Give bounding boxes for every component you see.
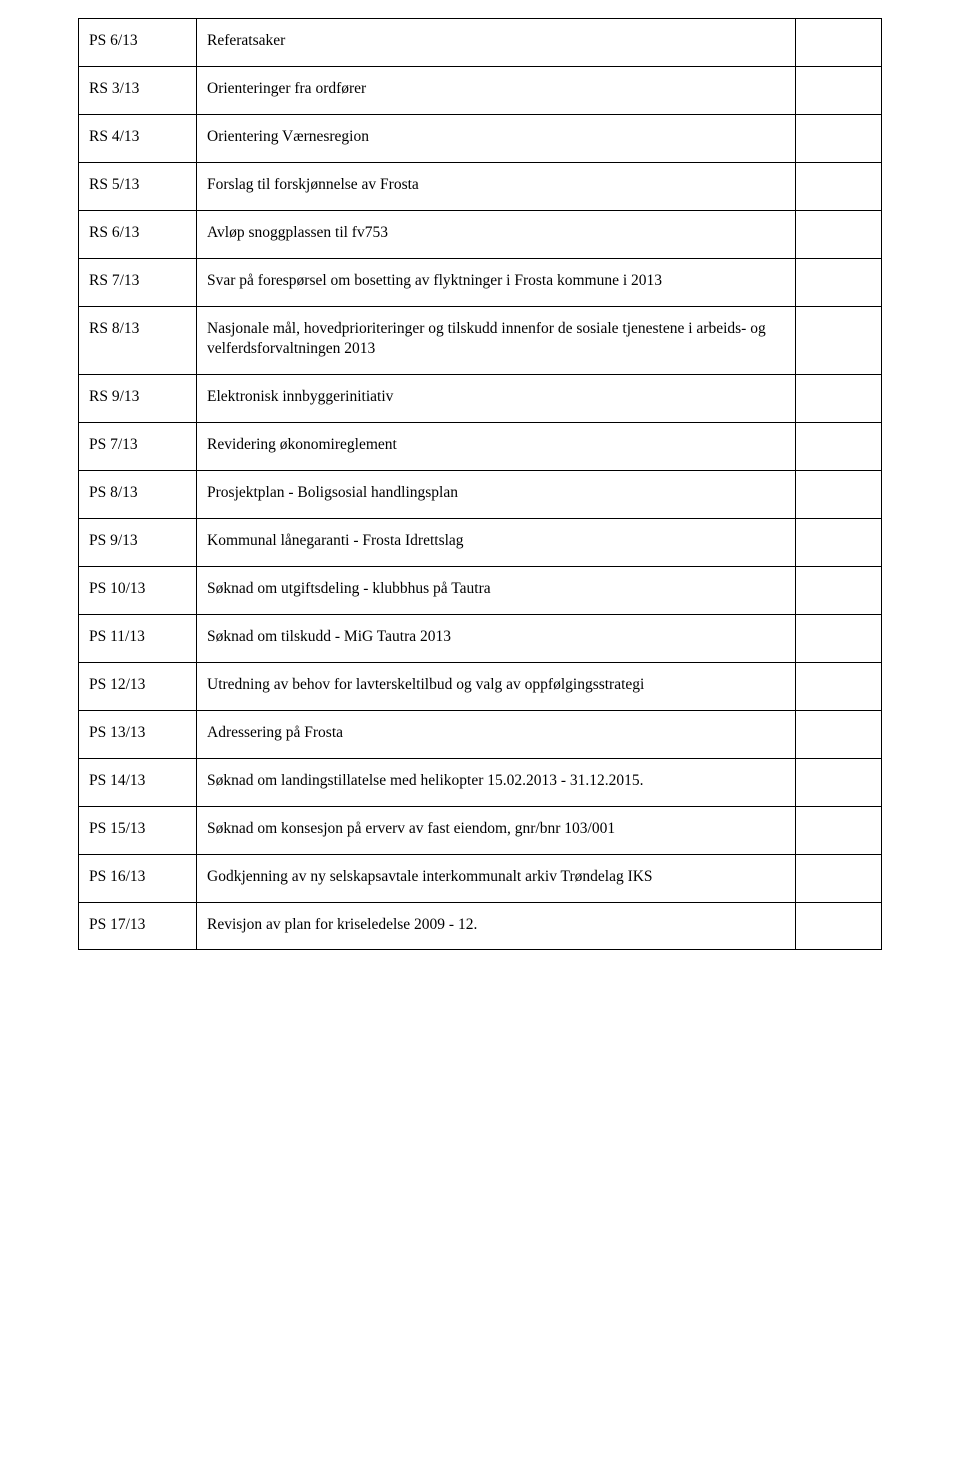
cell-desc: Revisjon av plan for kriseledelse 2009 -… (197, 902, 796, 950)
cell-note (796, 902, 882, 950)
cell-note (796, 375, 882, 423)
cell-code: RS 4/13 (79, 114, 197, 162)
cell-code: PS 17/13 (79, 902, 197, 950)
table-row: PS 11/13 Søknad om tilskudd - MiG Tautra… (79, 614, 882, 662)
cell-note (796, 710, 882, 758)
cell-desc: Orienteringer fra ordfører (197, 66, 796, 114)
cell-note (796, 662, 882, 710)
cell-note (796, 114, 882, 162)
cell-note (796, 854, 882, 902)
table-row: RS 4/13 Orientering Værnesregion (79, 114, 882, 162)
cell-code: PS 10/13 (79, 567, 197, 615)
table-row: PS 9/13 Kommunal lånegaranti - Frosta Id… (79, 519, 882, 567)
agenda-table-body: PS 6/13 Referatsaker RS 3/13 Orientering… (79, 19, 882, 950)
cell-desc: Søknad om tilskudd - MiG Tautra 2013 (197, 614, 796, 662)
table-row: RS 3/13 Orienteringer fra ordfører (79, 66, 882, 114)
table-row: RS 5/13 Forslag til forskjønnelse av Fro… (79, 162, 882, 210)
cell-note (796, 567, 882, 615)
agenda-table: PS 6/13 Referatsaker RS 3/13 Orientering… (78, 18, 882, 950)
cell-code: RS 8/13 (79, 306, 197, 375)
table-row: PS 16/13 Godkjenning av ny selskapsavtal… (79, 854, 882, 902)
cell-code: PS 6/13 (79, 19, 197, 67)
cell-note (796, 19, 882, 67)
cell-note (796, 519, 882, 567)
cell-note (796, 614, 882, 662)
cell-code: PS 8/13 (79, 471, 197, 519)
cell-desc: Referatsaker (197, 19, 796, 67)
cell-desc: Søknad om utgiftsdeling - klubbhus på Ta… (197, 567, 796, 615)
cell-code: PS 16/13 (79, 854, 197, 902)
cell-note (796, 66, 882, 114)
cell-code: RS 3/13 (79, 66, 197, 114)
table-row: RS 9/13 Elektronisk innbyggerinitiativ (79, 375, 882, 423)
cell-code: RS 5/13 (79, 162, 197, 210)
table-row: PS 17/13 Revisjon av plan for kriseledel… (79, 902, 882, 950)
cell-code: RS 9/13 (79, 375, 197, 423)
cell-note (796, 162, 882, 210)
cell-code: PS 9/13 (79, 519, 197, 567)
cell-desc: Adressering på Frosta (197, 710, 796, 758)
table-row: RS 8/13 Nasjonale mål, hovedprioritering… (79, 306, 882, 375)
table-row: PS 10/13 Søknad om utgiftsdeling - klubb… (79, 567, 882, 615)
cell-desc: Søknad om landingstillatelse med helikop… (197, 758, 796, 806)
table-row: RS 6/13 Avløp snoggplassen til fv753 (79, 210, 882, 258)
table-row: PS 15/13 Søknad om konsesjon på erverv a… (79, 806, 882, 854)
cell-note (796, 258, 882, 306)
cell-desc: Kommunal lånegaranti - Frosta Idrettslag (197, 519, 796, 567)
cell-desc: Nasjonale mål, hovedprioriteringer og ti… (197, 306, 796, 375)
table-row: PS 6/13 Referatsaker (79, 19, 882, 67)
cell-desc: Avløp snoggplassen til fv753 (197, 210, 796, 258)
cell-note (796, 306, 882, 375)
cell-code: PS 13/13 (79, 710, 197, 758)
cell-desc: Prosjektplan - Boligsosial handlingsplan (197, 471, 796, 519)
cell-note (796, 210, 882, 258)
cell-code: PS 15/13 (79, 806, 197, 854)
page: PS 6/13 Referatsaker RS 3/13 Orientering… (0, 0, 960, 1467)
table-row: PS 14/13 Søknad om landingstillatelse me… (79, 758, 882, 806)
cell-code: PS 11/13 (79, 614, 197, 662)
cell-note (796, 423, 882, 471)
cell-note (796, 471, 882, 519)
cell-desc: Elektronisk innbyggerinitiativ (197, 375, 796, 423)
table-row: PS 8/13 Prosjektplan - Boligsosial handl… (79, 471, 882, 519)
cell-desc: Søknad om konsesjon på erverv av fast ei… (197, 806, 796, 854)
table-row: RS 7/13 Svar på forespørsel om bosetting… (79, 258, 882, 306)
table-row: PS 13/13 Adressering på Frosta (79, 710, 882, 758)
table-row: PS 7/13 Revidering økonomireglement (79, 423, 882, 471)
cell-desc: Revidering økonomireglement (197, 423, 796, 471)
cell-code: RS 6/13 (79, 210, 197, 258)
cell-desc: Utredning av behov for lavterskeltilbud … (197, 662, 796, 710)
cell-note (796, 806, 882, 854)
cell-code: PS 7/13 (79, 423, 197, 471)
cell-desc: Godkjenning av ny selskapsavtale interko… (197, 854, 796, 902)
cell-desc: Svar på forespørsel om bosetting av flyk… (197, 258, 796, 306)
cell-code: RS 7/13 (79, 258, 197, 306)
cell-code: PS 12/13 (79, 662, 197, 710)
cell-code: PS 14/13 (79, 758, 197, 806)
table-row: PS 12/13 Utredning av behov for lavtersk… (79, 662, 882, 710)
cell-note (796, 758, 882, 806)
cell-desc: Forslag til forskjønnelse av Frosta (197, 162, 796, 210)
cell-desc: Orientering Værnesregion (197, 114, 796, 162)
